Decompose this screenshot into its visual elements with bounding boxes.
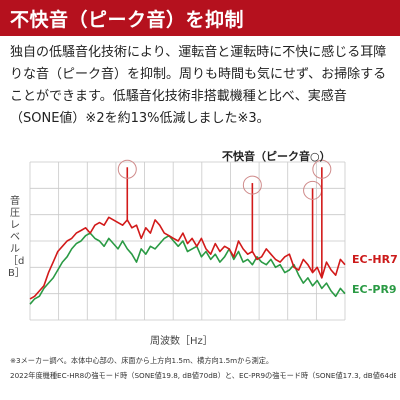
peak-legend: 不快音（ピーク音○） — [222, 150, 331, 163]
page-title: 不快音（ピーク音）を抑制 — [10, 8, 245, 31]
footnote-1: ※3メーカー調べ。本体中心部の、床面から上方向1.5m、横方向1.5mから測定。 — [10, 356, 274, 365]
legend-ec-hr7: EC-HR7 — [352, 253, 398, 266]
y-axis-label: 音圧レベル［dB］ — [8, 196, 25, 279]
legend-ec-pr9: EC-PR9 — [352, 283, 397, 296]
peak-marker-circle — [312, 159, 332, 179]
page-header: 不快音（ピーク音）を抑制 — [0, 0, 400, 36]
chart-grid — [29, 161, 346, 321]
series-line-ec-hr7 — [29, 216, 346, 300]
peak-marker-circle — [117, 159, 137, 179]
footnote-2: 2022年度機種EC-HR8の強モード時（SONE値19.8, dB値70dB）… — [10, 371, 396, 380]
series-line-ec-pr9 — [29, 232, 346, 305]
description-text: 独自の低騒音化技術により、運転音と運転時に不快に感じる耳障りな音（ピーク音）を抑… — [10, 45, 387, 126]
x-axis-label: 周波数［Hz］ — [150, 336, 213, 347]
peak-marker-circle — [242, 175, 262, 195]
